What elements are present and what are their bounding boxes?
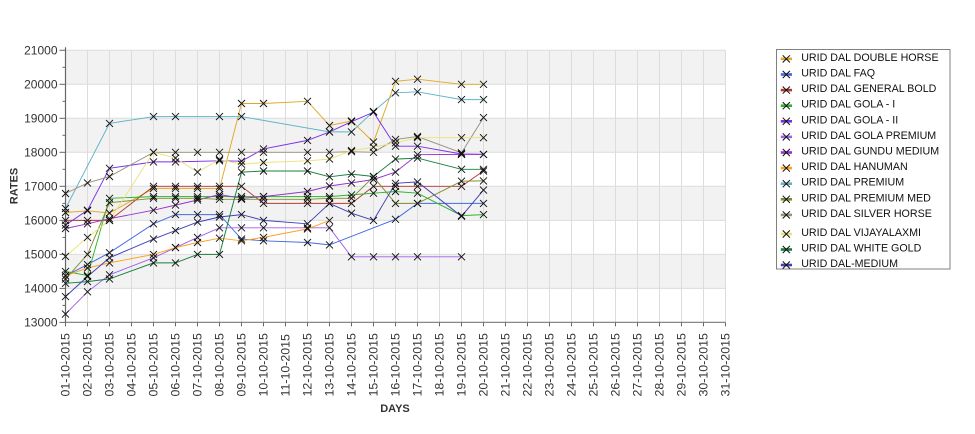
- svg-text:16000: 16000: [24, 214, 58, 228]
- svg-text:02-10-2015: 02-10-2015: [81, 333, 95, 396]
- svg-text:18000: 18000: [24, 145, 58, 159]
- svg-text:URID DAL GUNDU MEDIUM: URID DAL GUNDU MEDIUM: [801, 146, 939, 158]
- svg-text:14000: 14000: [24, 282, 58, 296]
- svg-text:URID DAL HANUMAN: URID DAL HANUMAN: [801, 161, 908, 173]
- svg-text:01-10-2015: 01-10-2015: [59, 333, 73, 396]
- svg-text:28-10-2015: 28-10-2015: [653, 333, 667, 396]
- svg-text:13000: 13000: [24, 316, 58, 330]
- svg-text:URID DAL VIJAYALAXMI: URID DAL VIJAYALAXMI: [801, 227, 921, 239]
- svg-text:16-10-2015: 16-10-2015: [389, 333, 403, 396]
- svg-text:URID DAL GOLA PREMIUM: URID DAL GOLA PREMIUM: [801, 130, 936, 142]
- svg-text:URID DAL PREMIUM MED: URID DAL PREMIUM MED: [801, 192, 931, 204]
- svg-text:URID DAL GENERAL BOLD: URID DAL GENERAL BOLD: [801, 83, 936, 95]
- svg-text:25-10-2015: 25-10-2015: [587, 333, 601, 396]
- svg-text:20-10-2015: 20-10-2015: [477, 333, 491, 396]
- svg-text:06-10-2015: 06-10-2015: [169, 333, 183, 396]
- svg-text:14-10-2015: 14-10-2015: [345, 333, 359, 396]
- svg-text:URID DAL WHITE GOLD: URID DAL WHITE GOLD: [801, 243, 921, 255]
- svg-text:URID DAL SILVER HORSE: URID DAL SILVER HORSE: [801, 208, 932, 220]
- svg-text:22-10-2015: 22-10-2015: [521, 333, 535, 396]
- svg-text:12-10-2015: 12-10-2015: [301, 333, 315, 396]
- svg-text:27-10-2015: 27-10-2015: [631, 333, 645, 396]
- svg-text:17-10-2015: 17-10-2015: [411, 333, 425, 396]
- svg-text:04-10-2015: 04-10-2015: [125, 333, 139, 396]
- svg-text:DAYS: DAYS: [380, 403, 410, 415]
- svg-text:10-10-2015: 10-10-2015: [257, 333, 271, 396]
- svg-text:URID DAL PREMIUM: URID DAL PREMIUM: [801, 177, 904, 189]
- svg-text:31-10-2015: 31-10-2015: [719, 333, 733, 396]
- svg-text:15000: 15000: [24, 248, 58, 262]
- svg-text:19000: 19000: [24, 111, 58, 125]
- svg-text:URID DAL DOUBLE HORSE: URID DAL DOUBLE HORSE: [801, 52, 938, 64]
- svg-text:URID DAL-MEDIUM: URID DAL-MEDIUM: [801, 258, 898, 270]
- svg-text:23-10-2015: 23-10-2015: [543, 333, 557, 396]
- svg-text:21-10-2015: 21-10-2015: [499, 333, 513, 396]
- svg-text:URID DAL GOLA - II: URID DAL GOLA - II: [801, 114, 898, 126]
- svg-text:20000: 20000: [24, 77, 58, 91]
- svg-text:29-10-2015: 29-10-2015: [675, 333, 689, 396]
- svg-text:26-10-2015: 26-10-2015: [609, 333, 623, 396]
- svg-text:17000: 17000: [24, 179, 58, 193]
- svg-text:13-10-2015: 13-10-2015: [323, 333, 337, 396]
- svg-text:30-10-2015: 30-10-2015: [697, 333, 711, 396]
- svg-text:07-10-2015: 07-10-2015: [191, 333, 205, 396]
- svg-text:RATES: RATES: [9, 168, 21, 204]
- svg-text:19-10-2015: 19-10-2015: [455, 333, 469, 396]
- svg-text:09-10-2015: 09-10-2015: [235, 333, 249, 396]
- svg-text:15-10-2015: 15-10-2015: [367, 333, 381, 396]
- svg-text:08-10-2015: 08-10-2015: [213, 333, 227, 396]
- svg-text:21000: 21000: [24, 43, 58, 57]
- svg-text:URID DAL FAQ: URID DAL FAQ: [801, 68, 875, 80]
- svg-text:URID DAL GOLA - I: URID DAL GOLA - I: [801, 99, 895, 111]
- svg-text:03-10-2015: 03-10-2015: [103, 333, 117, 396]
- svg-text:18-10-2015: 18-10-2015: [433, 333, 447, 396]
- svg-text:05-10-2015: 05-10-2015: [147, 333, 161, 396]
- svg-text:11-10-2015: 11-10-2015: [279, 334, 293, 397]
- svg-text:24-10-2015: 24-10-2015: [565, 333, 579, 396]
